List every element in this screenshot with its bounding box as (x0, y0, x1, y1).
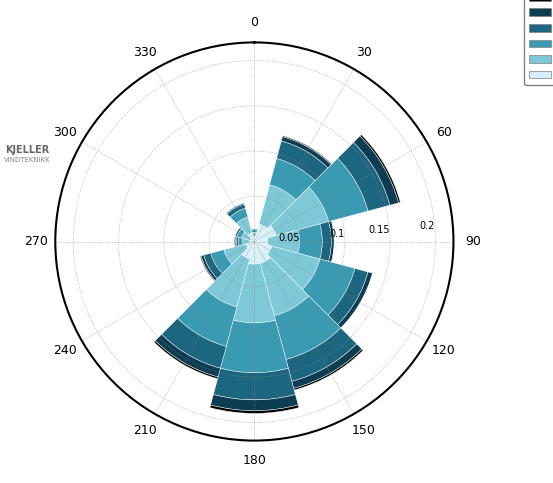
Bar (248, 233, 254, 242)
Bar (221, 320, 288, 373)
Bar (237, 229, 245, 238)
Bar (250, 238, 254, 242)
Bar (283, 136, 332, 165)
Bar (267, 246, 320, 289)
Bar (234, 236, 236, 247)
Bar (246, 242, 254, 248)
Bar (236, 237, 237, 246)
Text: VINDTEKNIKK: VINDTEKNIKK (4, 157, 51, 163)
Bar (201, 255, 217, 281)
Bar (243, 239, 250, 244)
Bar (302, 259, 355, 315)
Bar (211, 395, 298, 411)
Bar (360, 135, 400, 203)
Bar (254, 224, 267, 242)
Bar (270, 187, 328, 236)
Bar (206, 254, 250, 307)
Bar (250, 241, 254, 242)
Bar (251, 230, 258, 233)
Bar (260, 257, 309, 316)
Bar (254, 226, 276, 242)
Bar (210, 405, 299, 413)
Bar (268, 230, 300, 253)
Bar (270, 158, 315, 200)
Bar (248, 242, 260, 264)
Bar (242, 242, 254, 259)
Text: KJELLER: KJELLER (6, 145, 50, 155)
Bar (230, 208, 248, 224)
Bar (253, 237, 255, 242)
Bar (237, 217, 252, 235)
Bar (294, 349, 363, 390)
Bar (276, 141, 328, 181)
Bar (281, 137, 331, 168)
Bar (320, 222, 331, 261)
Legend: 25 -->, 20-25, 15-20, 10-15, 5-10, 0-5: 25 -->, 20-25, 15-20, 10-15, 5-10, 0-5 (524, 0, 553, 85)
Bar (227, 204, 246, 217)
Bar (254, 242, 270, 263)
Bar (154, 341, 218, 379)
Bar (298, 224, 322, 259)
Bar (200, 256, 215, 281)
Bar (286, 328, 357, 382)
Bar (155, 334, 221, 377)
Text: 0.15: 0.15 (368, 225, 390, 235)
Bar (309, 158, 368, 222)
Text: 0.05: 0.05 (278, 232, 300, 242)
Text: 0.1: 0.1 (329, 228, 345, 239)
Bar (204, 253, 222, 279)
Bar (353, 136, 399, 205)
Bar (213, 368, 295, 400)
Bar (328, 269, 368, 325)
Bar (238, 237, 243, 246)
Bar (254, 238, 268, 245)
Bar (235, 227, 242, 237)
Bar (274, 296, 341, 359)
Bar (211, 250, 232, 273)
Bar (337, 142, 390, 211)
Bar (259, 185, 296, 229)
Bar (236, 237, 239, 246)
Bar (226, 203, 244, 214)
Text: 0.2: 0.2 (419, 221, 435, 231)
Bar (178, 289, 237, 346)
Bar (241, 232, 251, 241)
Bar (337, 272, 372, 328)
Bar (251, 229, 258, 230)
Bar (252, 232, 257, 237)
Bar (328, 221, 334, 262)
Bar (161, 318, 226, 368)
Bar (254, 242, 272, 254)
Bar (224, 244, 248, 264)
Bar (292, 344, 362, 388)
Bar (233, 263, 275, 323)
